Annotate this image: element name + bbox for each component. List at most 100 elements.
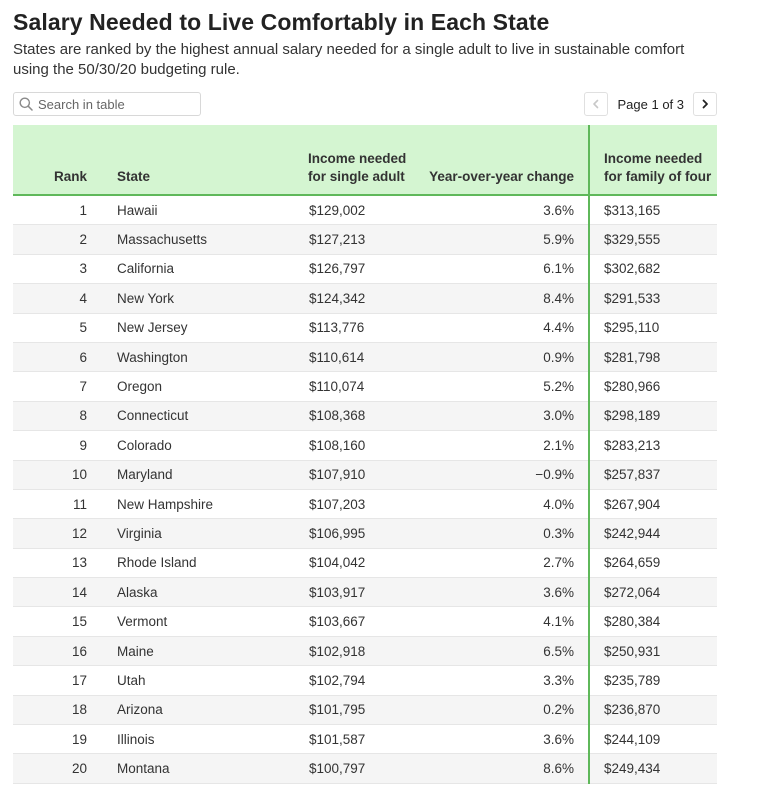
cell-rank: 5 — [13, 313, 117, 343]
page-title: Salary Needed to Live Comfortably in Eac… — [13, 9, 550, 35]
table-row: 18 Arizona $101,795 0.2% $236,870 — [13, 695, 717, 726]
cell-single-adult-income: $107,910 — [308, 460, 428, 490]
cell-yoy-change: 3.0% — [428, 401, 589, 432]
table-row: 12 Virginia $106,995 0.3% $242,944 — [13, 518, 717, 549]
table-row: 11 New Hampshire $107,203 4.0% $267,904 — [13, 489, 717, 520]
cell-state: Oregon — [117, 371, 308, 402]
page-subtitle: States are ranked by the highest annual … — [13, 41, 685, 78]
column-header-rank[interactable]: Rank — [13, 125, 117, 196]
table-body: 1 Hawaii $129,002 3.6% $313,165 2 Massachusett… — [13, 195, 717, 784]
cell-single-adult-income: $108,368 — [308, 401, 428, 432]
table-widget: Salary Needed to Live Comfortably in Eac… — [13, 0, 717, 784]
cell-family-income: $281,798 — [588, 342, 717, 373]
cell-single-adult-income: $129,002 — [308, 195, 428, 226]
chevron-right-icon — [702, 99, 708, 109]
pagination: Page 1 of 3 — [583, 92, 717, 116]
header-row: Rank State Income needed for single adul… — [13, 125, 717, 196]
cell-family-income: $291,533 — [588, 283, 717, 314]
table-row: 6 Washington $110,614 0.9% $281,798 — [13, 342, 717, 373]
cell-rank: 8 — [13, 401, 117, 432]
table-row: 1 Hawaii $129,002 3.6% $313,165 — [13, 195, 717, 226]
cell-yoy-change: −0.9% — [428, 460, 589, 490]
cell-single-adult-income: $101,587 — [308, 724, 428, 755]
cell-state: New Jersey — [117, 313, 308, 343]
column-header-single-adult[interactable]: Income needed for single adult — [308, 125, 428, 196]
cell-state: Massachusetts — [117, 224, 308, 255]
column-header-yoy-change[interactable]: Year-over-year change — [428, 125, 589, 196]
cell-yoy-change: 0.2% — [428, 695, 589, 726]
cell-family-income: $272,064 — [588, 577, 717, 608]
cell-state: Maryland — [117, 460, 308, 490]
table-row: 10 Maryland $107,910 −0.9% $257,837 — [13, 460, 717, 490]
search-box[interactable] — [13, 92, 201, 116]
cell-rank: 2 — [13, 224, 117, 255]
cell-single-adult-income: $126,797 — [308, 254, 428, 285]
cell-rank: 16 — [13, 636, 117, 667]
cell-single-adult-income: $110,614 — [308, 342, 428, 373]
cell-single-adult-income: $113,776 — [308, 313, 428, 343]
prev-page-button[interactable] — [583, 92, 608, 116]
cell-state: Montana — [117, 753, 308, 784]
cell-rank: 4 — [13, 283, 117, 314]
cell-state: Alaska — [117, 577, 308, 608]
search-icon — [19, 97, 33, 111]
cell-family-income: $267,904 — [588, 489, 717, 520]
table-row: 2 Massachusetts $127,213 5.9% $329,555 — [13, 224, 717, 255]
cell-rank: 11 — [13, 489, 117, 520]
cell-family-income: $235,789 — [588, 665, 717, 696]
cell-family-income: $249,434 — [588, 753, 717, 784]
cell-state: New Hampshire — [117, 489, 308, 520]
cell-rank: 12 — [13, 518, 117, 549]
cell-state: Maine — [117, 636, 308, 667]
cell-single-adult-income: $107,203 — [308, 489, 428, 520]
cell-yoy-change: 8.6% — [428, 753, 589, 784]
cell-rank: 7 — [13, 371, 117, 402]
cell-family-income: $280,384 — [588, 606, 717, 637]
cell-family-income: $244,109 — [588, 724, 717, 755]
cell-single-adult-income: $106,995 — [308, 518, 428, 549]
cell-state: Hawaii — [117, 195, 308, 226]
cell-family-income: $280,966 — [588, 371, 717, 402]
column-header-family-of-four[interactable]: Income needed for family of four — [588, 125, 717, 196]
cell-yoy-change: 4.1% — [428, 606, 589, 637]
cell-family-income: $313,165 — [588, 195, 717, 226]
table-row: 7 Oregon $110,074 5.2% $280,966 — [13, 371, 717, 402]
cell-yoy-change: 5.9% — [428, 224, 589, 255]
chevron-left-icon — [592, 99, 598, 109]
cell-rank: 1 — [13, 195, 117, 226]
cell-rank: 14 — [13, 577, 117, 608]
cell-yoy-change: 5.2% — [428, 371, 589, 402]
table-header: Rank State Income needed for single adul… — [13, 125, 717, 196]
table-row: 19 Illinois $101,587 3.6% $244,109 — [13, 724, 717, 755]
cell-state: California — [117, 254, 308, 285]
search-input[interactable] — [38, 95, 196, 113]
table-row: 8 Connecticut $108,368 3.0% $298,189 — [13, 401, 717, 432]
cell-family-income: $295,110 — [588, 313, 717, 343]
cell-family-income: $242,944 — [588, 518, 717, 549]
cell-yoy-change: 6.5% — [428, 636, 589, 667]
cell-yoy-change: 8.4% — [428, 283, 589, 314]
cell-rank: 17 — [13, 665, 117, 696]
next-page-button[interactable] — [693, 92, 717, 116]
cell-rank: 19 — [13, 724, 117, 755]
table-row: 5 New Jersey $113,776 4.4% $295,110 — [13, 313, 717, 343]
cell-rank: 9 — [13, 430, 117, 461]
cell-single-adult-income: $102,794 — [308, 665, 428, 696]
cell-rank: 13 — [13, 548, 117, 579]
cell-single-adult-income: $127,213 — [308, 224, 428, 255]
cell-yoy-change: 4.4% — [428, 313, 589, 343]
cell-state: Colorado — [117, 430, 308, 461]
table-row: 13 Rhode Island $104,042 2.7% $264,659 — [13, 548, 717, 579]
cell-single-adult-income: $110,074 — [308, 371, 428, 402]
table-row: 16 Maine $102,918 6.5% $250,931 — [13, 636, 717, 667]
cell-state: Washington — [117, 342, 308, 373]
column-header-state[interactable]: State — [117, 125, 308, 196]
cell-family-income: $298,189 — [588, 401, 717, 432]
cell-state: Illinois — [117, 724, 308, 755]
cell-state: Utah — [117, 665, 308, 696]
cell-state: New York — [117, 283, 308, 314]
cell-single-adult-income: $104,042 — [308, 548, 428, 579]
cell-yoy-change: 2.7% — [428, 548, 589, 579]
cell-family-income: $302,682 — [588, 254, 717, 285]
cell-state: Virginia — [117, 518, 308, 549]
